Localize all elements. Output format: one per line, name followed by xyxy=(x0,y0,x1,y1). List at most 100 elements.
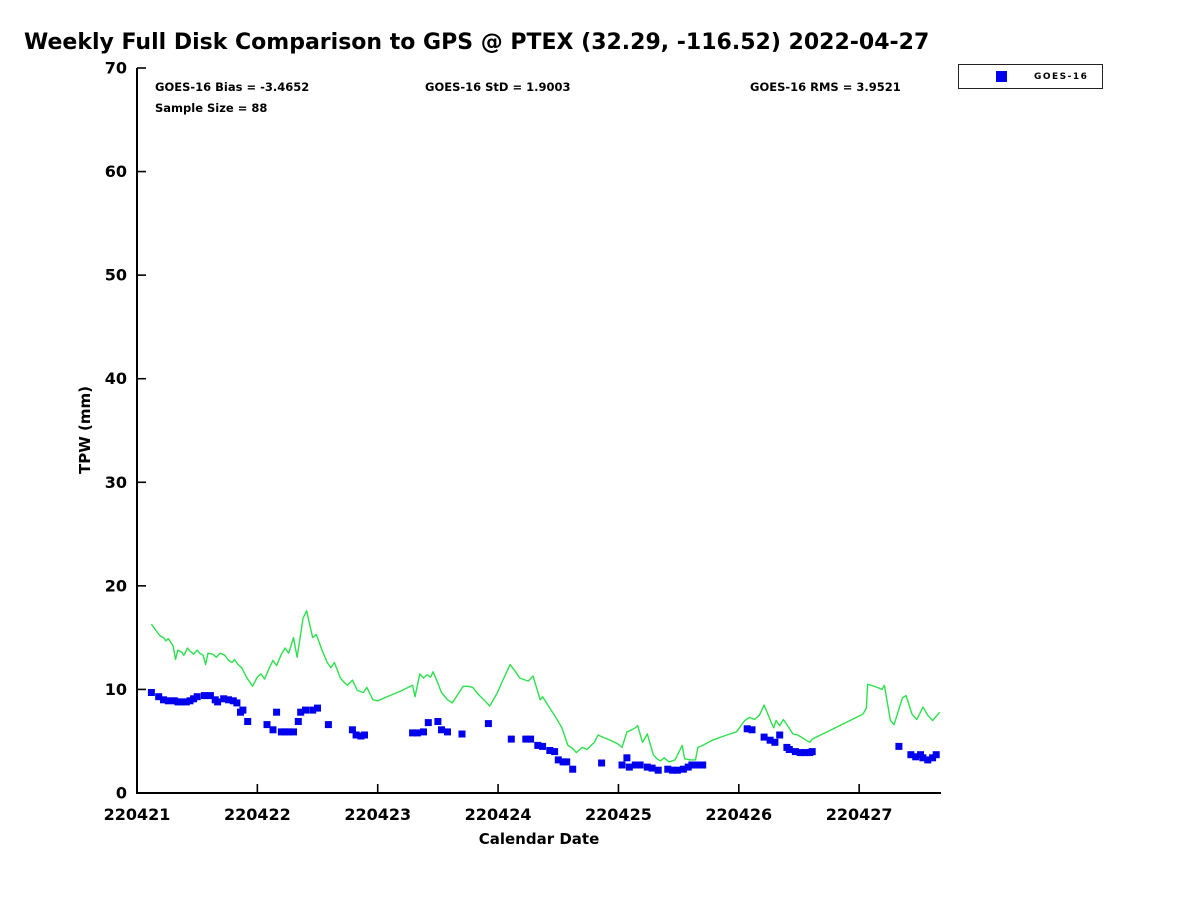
goes16-marker xyxy=(534,741,542,749)
x-tick-label: 220423 xyxy=(344,805,411,824)
y-tick-label: 60 xyxy=(105,162,127,181)
bias-annotation: GOES-16 Bias = -3.4652 xyxy=(155,80,310,94)
goes16-marker xyxy=(206,692,214,700)
goes16-marker xyxy=(309,706,317,714)
goes16-marker-group xyxy=(147,689,940,774)
x-tick-label: 220427 xyxy=(826,805,893,824)
goes16-marker xyxy=(424,719,432,727)
y-tick-label: 20 xyxy=(105,576,127,595)
goes16-marker xyxy=(932,751,940,759)
goes16-marker xyxy=(263,721,271,729)
goes16-marker xyxy=(507,735,515,743)
goes16-marker xyxy=(694,761,702,769)
sample-size-annotation: Sample Size = 88 xyxy=(155,101,268,115)
x-tick-label: 220425 xyxy=(585,805,652,824)
goes16-marker xyxy=(290,728,297,736)
axis-ticks: 220421 220422 220423 220424 220425 220426 2204… xyxy=(104,59,893,825)
goes16-marker xyxy=(546,747,554,754)
goes16-marker xyxy=(409,729,417,737)
goes16-marker xyxy=(178,698,185,706)
goes16-marker xyxy=(273,708,281,716)
x-tick-label: 220421 xyxy=(104,805,171,824)
goes16-marker xyxy=(164,697,172,705)
goes16-marker xyxy=(625,763,633,771)
goes16-marker xyxy=(631,761,639,769)
goes16-marker xyxy=(352,731,360,739)
y-tick-label: 0 xyxy=(116,784,127,803)
goes16-marker xyxy=(664,765,672,773)
goes16-marker xyxy=(623,754,631,762)
y-tick-label: 10 xyxy=(105,680,127,699)
goes16-marker xyxy=(699,761,707,769)
goes16-marker xyxy=(785,746,793,753)
goes16-marker xyxy=(193,693,201,701)
goes16-marker xyxy=(688,761,696,769)
goes16-marker xyxy=(314,704,321,712)
goes16-marker xyxy=(174,698,182,706)
goes16-marker xyxy=(808,748,816,756)
rms-annotation: GOES-16 RMS = 3.9521 xyxy=(750,80,901,94)
goes16-marker xyxy=(791,748,799,756)
goes16-marker xyxy=(618,761,626,769)
goes16-marker xyxy=(229,697,237,705)
axis-spine xyxy=(136,68,941,794)
goes16-marker xyxy=(361,731,368,739)
goes16-marker xyxy=(182,698,190,706)
goes16-marker xyxy=(233,699,241,707)
goes16-marker xyxy=(684,763,692,771)
y-tick-label: 40 xyxy=(105,369,127,388)
goes16-marker xyxy=(554,756,562,764)
goes16-marker xyxy=(559,758,567,766)
goes16-marker xyxy=(743,725,751,733)
goes16-marker xyxy=(796,749,804,757)
goes16-marker xyxy=(438,726,445,734)
goes16-marker xyxy=(636,761,644,769)
goes16-marker xyxy=(147,689,155,696)
goes16-marker xyxy=(748,726,756,734)
goes16-marker xyxy=(324,721,332,729)
goes16-marker xyxy=(357,732,365,740)
goes16-marker xyxy=(225,696,232,704)
goes16-marker xyxy=(434,718,442,725)
goes16-marker xyxy=(170,697,178,705)
goes16-marker xyxy=(239,706,247,714)
goes16-marker xyxy=(522,735,530,743)
goes16-marker xyxy=(527,735,535,743)
goes16-marker xyxy=(907,751,915,759)
goes16-marker xyxy=(302,706,309,714)
goes16-marker xyxy=(776,731,784,739)
goes16-marker xyxy=(895,742,903,750)
goes16-marker xyxy=(155,693,163,701)
goes16-marker xyxy=(348,726,356,734)
goes16-marker xyxy=(297,708,305,716)
legend-square-marker-icon xyxy=(996,71,1007,82)
goes16-marker xyxy=(281,728,289,736)
goes16-marker xyxy=(214,698,222,706)
goes16-marker xyxy=(673,766,681,774)
goes16-marker xyxy=(924,756,932,764)
goes16-marker xyxy=(669,766,677,774)
goes16-marker xyxy=(269,726,277,734)
std-annotation: GOES-16 StD = 1.9003 xyxy=(425,80,571,94)
y-tick-label: 70 xyxy=(105,59,127,78)
goes16-marker xyxy=(679,765,687,773)
gps-line-group xyxy=(150,610,941,763)
goes16-marker xyxy=(912,753,920,761)
goes16-marker xyxy=(484,720,492,728)
goes16-marker xyxy=(539,742,547,750)
x-tick-label: 220424 xyxy=(465,805,532,824)
y-axis-label: TPW (mm) xyxy=(76,386,94,474)
goes16-marker xyxy=(285,728,293,736)
y-tick-label: 50 xyxy=(105,266,127,285)
goes16-marker xyxy=(648,764,656,772)
goes16-marker xyxy=(160,696,167,704)
goes16-marker xyxy=(801,749,809,757)
goes16-marker xyxy=(420,728,427,736)
goes16-marker xyxy=(563,758,571,766)
goes16-marker xyxy=(919,754,927,762)
goes16-marker xyxy=(643,763,651,771)
goes16-marker xyxy=(244,718,252,725)
goes16-marker xyxy=(654,766,662,774)
legend-label: GOES-16 xyxy=(1034,71,1089,82)
